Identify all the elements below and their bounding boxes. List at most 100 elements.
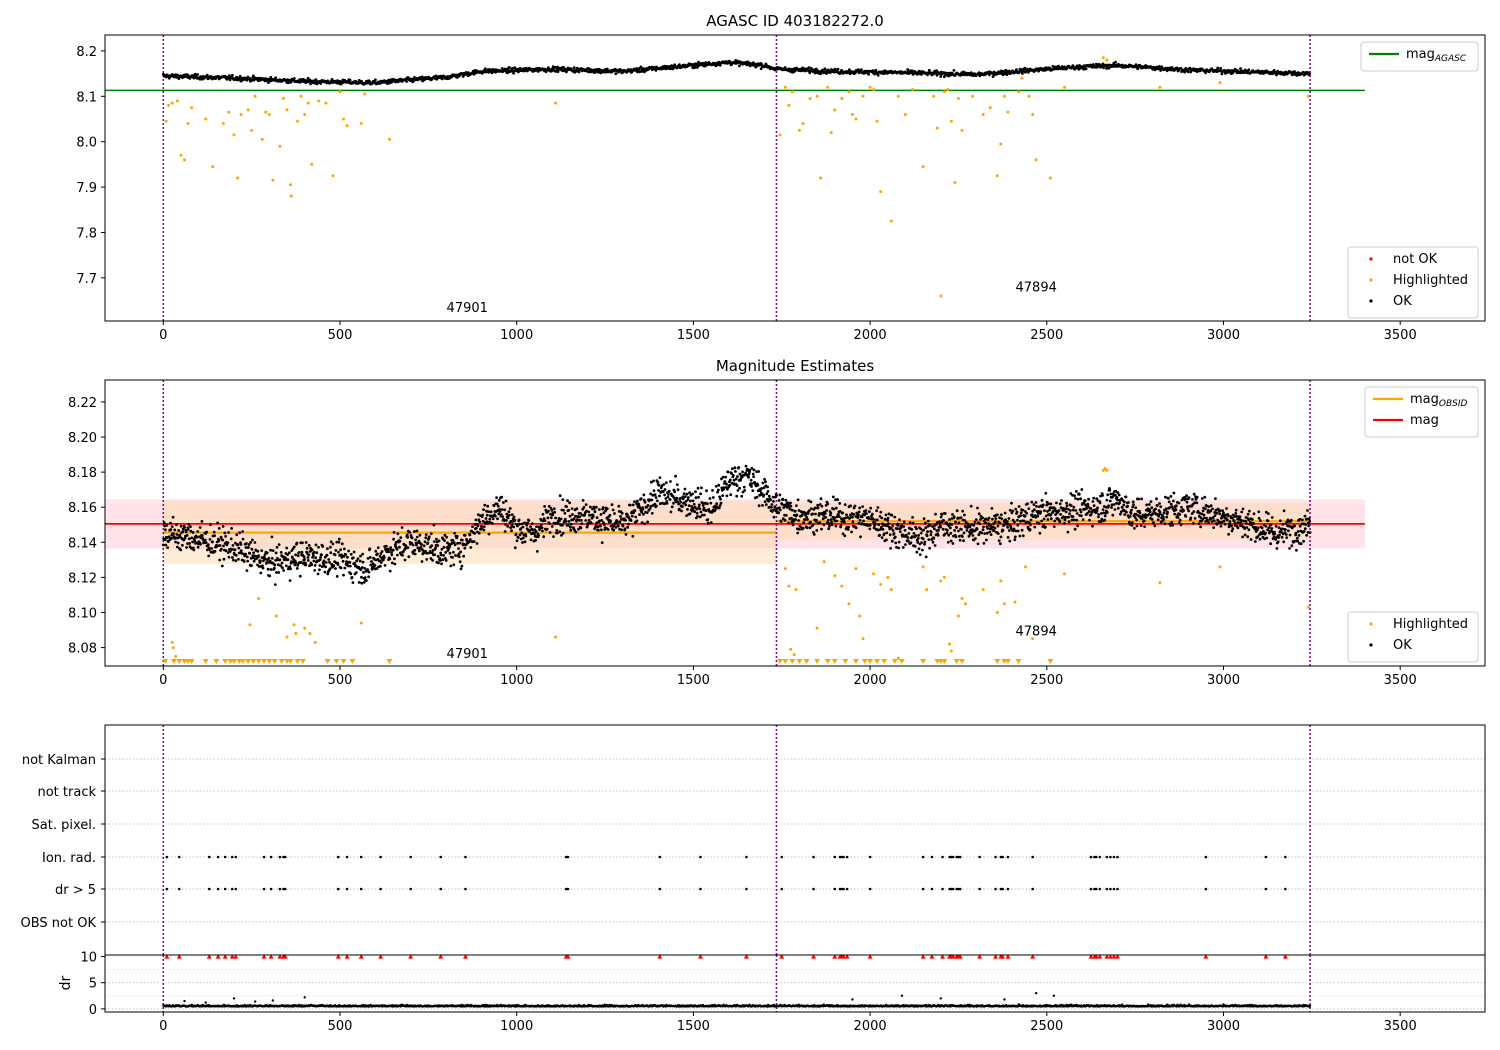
ok-point (206, 543, 210, 547)
ok-point (1177, 501, 1181, 505)
ok-point (1276, 540, 1280, 544)
ok-point (656, 499, 659, 503)
ok-point (836, 67, 840, 71)
ok-point (1234, 508, 1238, 512)
ok-point (699, 492, 702, 496)
ok-point (1149, 500, 1153, 503)
clipped-highlighted-marker (867, 659, 874, 664)
ok-point (999, 535, 1003, 539)
highlighted-point (175, 99, 179, 103)
ok-point (706, 502, 709, 506)
dr-gt-5-flag-point (845, 887, 849, 891)
ok-point (304, 541, 308, 544)
ok-point (474, 526, 478, 530)
ok-point (281, 566, 284, 570)
ok-point (444, 559, 448, 562)
ok-point (376, 552, 379, 556)
ok-point (341, 559, 345, 563)
ok-point (976, 506, 979, 510)
ok-point (1003, 511, 1007, 515)
ok-point (777, 499, 781, 502)
ok-point (946, 540, 950, 544)
dr-gt-5-flag-point (439, 887, 443, 891)
ok-point (360, 575, 363, 579)
ok-point (709, 521, 713, 524)
dr-gt-5-flag-point (842, 887, 845, 891)
ok-point (1150, 518, 1154, 521)
clipped-highlighted-marker (874, 659, 881, 664)
ok-point (1138, 511, 1142, 515)
ok-point (216, 521, 220, 525)
highlighted-point (285, 108, 289, 112)
ok-point (527, 519, 531, 522)
ok-point (1178, 518, 1182, 522)
ok-point (923, 540, 927, 544)
ok-point (524, 66, 528, 70)
ok-point (535, 550, 539, 553)
ok-point (413, 530, 416, 533)
ok-point (972, 524, 976, 527)
ok-point (193, 539, 197, 543)
ok-point (213, 534, 217, 538)
highlighted-point (981, 588, 985, 592)
ok-point (449, 564, 453, 568)
ok-point (673, 490, 677, 494)
ok-point (497, 499, 501, 502)
ok-point (550, 525, 554, 528)
ok-point (921, 537, 925, 541)
ok-point (270, 535, 274, 539)
ok-point (887, 522, 890, 525)
ok-point (306, 556, 310, 559)
ok-point (658, 476, 662, 479)
dr-gt-5-flag-point (566, 887, 570, 891)
ok-point (1044, 525, 1047, 529)
highlighted-point (787, 584, 791, 588)
dr-gt-5-flag-point (278, 887, 282, 891)
ok-point (433, 553, 437, 556)
ok-point (564, 520, 568, 523)
highlighted-point (239, 112, 243, 116)
ok-point (1006, 525, 1009, 529)
ok-point (969, 504, 973, 508)
ok-point (794, 518, 797, 521)
ok-point (1069, 509, 1072, 512)
ok-point (534, 530, 538, 533)
x-tick-label: 1500 (677, 328, 710, 343)
ok-point (455, 534, 459, 538)
ok-point (1053, 519, 1057, 523)
ok-point (1257, 510, 1261, 514)
ok-point (241, 537, 245, 541)
ok-point (277, 543, 281, 546)
ok-point (292, 545, 296, 549)
ok-point (319, 82, 323, 85)
ok-point (1282, 509, 1286, 513)
ok-point (706, 518, 710, 522)
ok-point (886, 516, 890, 520)
ok-point (190, 536, 194, 540)
ok-point (204, 541, 208, 544)
ok-point (1029, 518, 1033, 522)
ok-point (453, 531, 456, 535)
ok-point (401, 553, 404, 557)
ok-point (683, 495, 687, 498)
ok-point (1201, 509, 1205, 513)
ok-point (699, 510, 703, 514)
ok-point (915, 527, 918, 531)
ok-point (1266, 519, 1270, 523)
ok-point (228, 78, 232, 82)
ok-point (1284, 533, 1288, 536)
ok-point (767, 494, 771, 498)
ok-point (599, 513, 603, 516)
ok-point (266, 567, 270, 571)
ok-point (890, 513, 894, 517)
highlighted-point (1002, 94, 1006, 98)
clipped-highlighted-marker (333, 659, 340, 664)
ok-point (174, 540, 178, 544)
ok-point (801, 526, 805, 530)
ok-point (1182, 509, 1185, 512)
highlighted-point (204, 117, 208, 121)
ok-point (410, 536, 414, 540)
ok-point (555, 531, 559, 535)
ok-point (552, 535, 555, 538)
ok-point (1095, 509, 1099, 512)
